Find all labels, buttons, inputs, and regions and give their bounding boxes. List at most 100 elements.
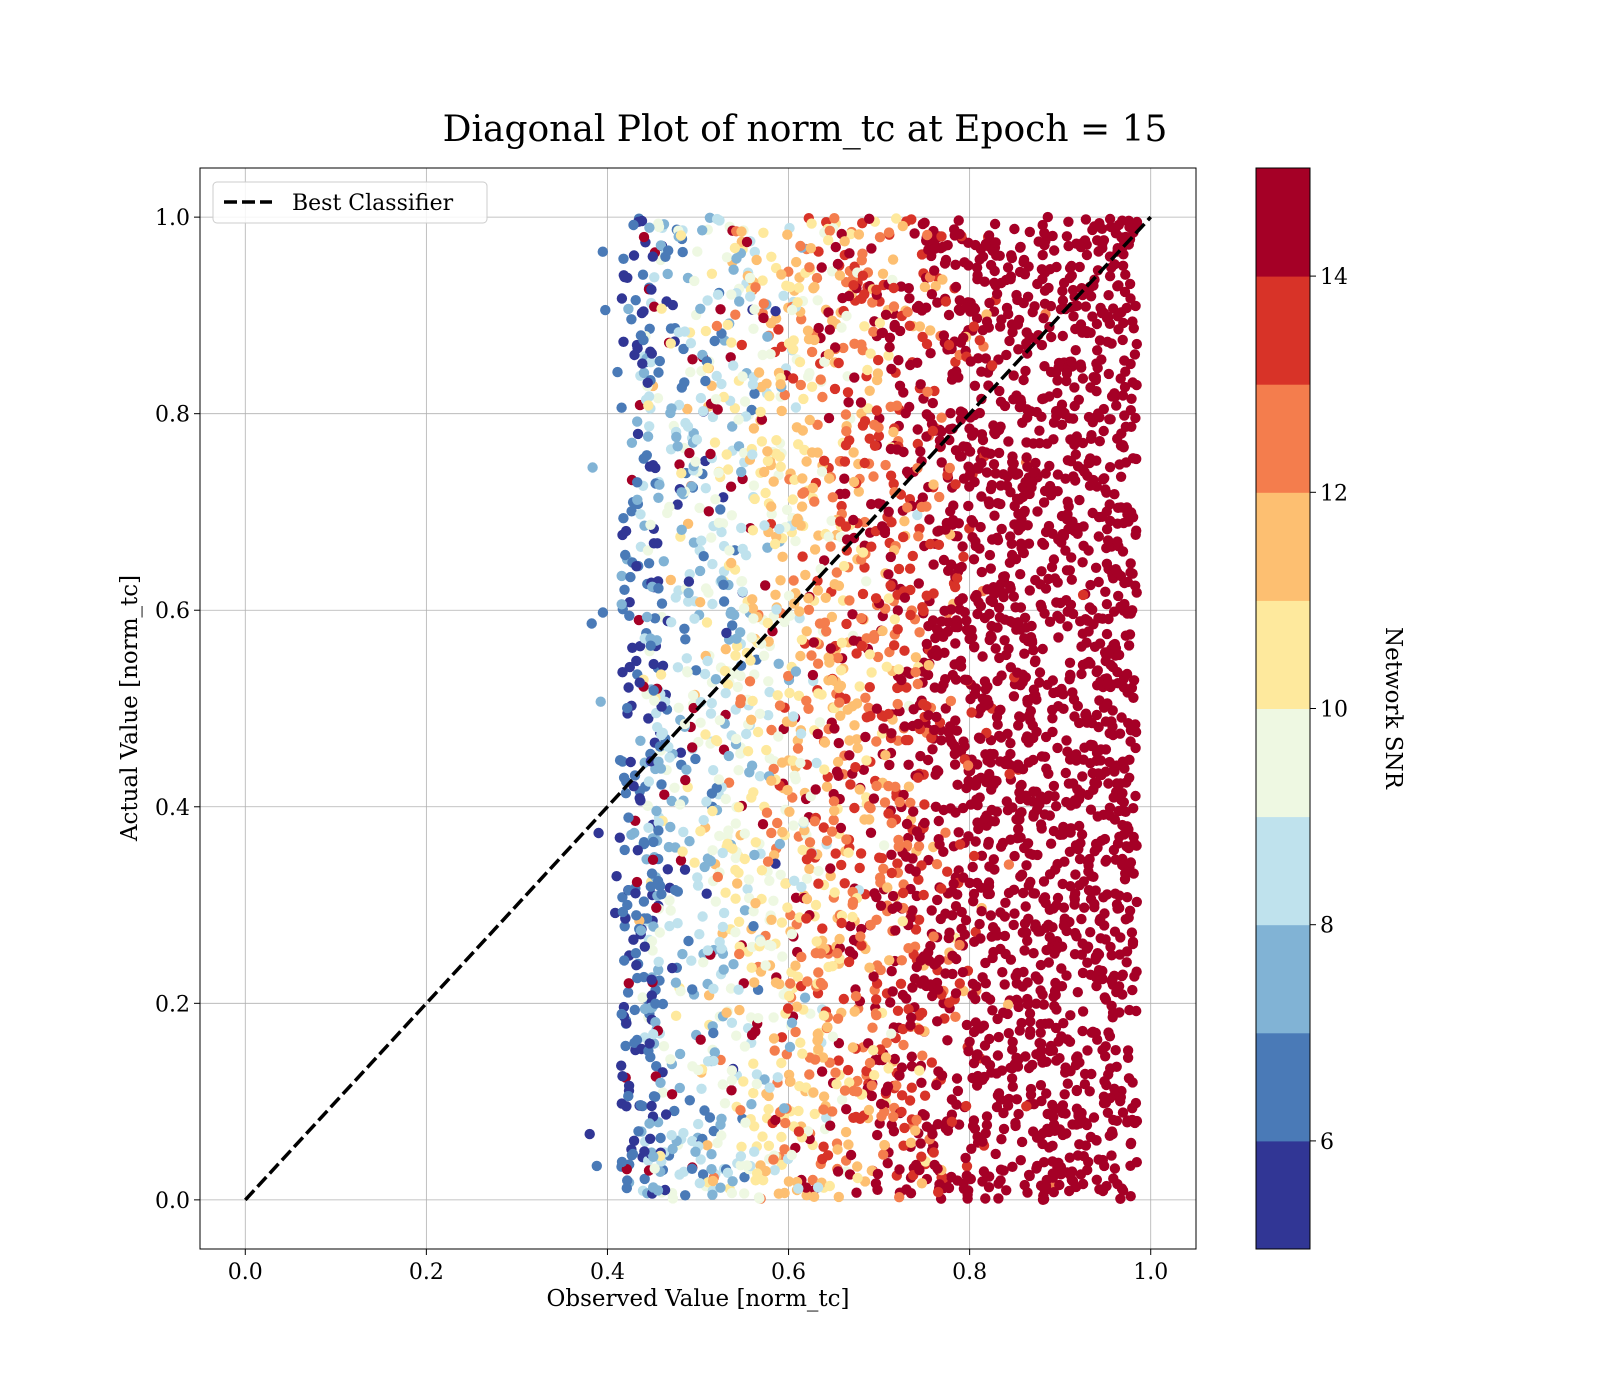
scatter-point: [815, 948, 827, 959]
scatter-point: [1048, 687, 1059, 699]
scatter-point: [730, 309, 741, 320]
scatter-point: [1014, 1025, 1025, 1036]
scatter-point: [891, 400, 903, 411]
scatter-point: [812, 728, 823, 740]
scatter-point: [844, 735, 855, 746]
scatter-point: [1103, 648, 1114, 660]
scatter-point: [753, 367, 765, 378]
scatter-point: [881, 1037, 892, 1049]
scatter-point: [816, 262, 827, 273]
scatter-point: [996, 523, 1007, 535]
scatter-point: [1069, 899, 1080, 910]
scatter-point: [644, 1038, 655, 1049]
x-axis-label: Observed Value [norm_tc]: [547, 1286, 850, 1312]
scatter-point: [1017, 491, 1029, 503]
scatter-point: [845, 228, 856, 240]
scatter-point: [983, 496, 994, 507]
scatter-point: [718, 391, 729, 403]
scatter-point: [1119, 286, 1131, 298]
scatter-point: [926, 1057, 937, 1068]
scatter-point: [654, 927, 665, 938]
scatter-point: [996, 1134, 1007, 1145]
scatter-point: [861, 1065, 872, 1077]
scatter-point: [1101, 599, 1113, 610]
scatter-point: [843, 397, 854, 408]
scatter-point: [1103, 1027, 1114, 1038]
scatter-point: [735, 627, 746, 638]
scatter-point: [877, 268, 889, 279]
scatter-point: [1041, 763, 1052, 774]
scatter-point: [858, 764, 869, 775]
scatter-point: [1081, 249, 1093, 261]
scatter-point: [738, 603, 750, 614]
scatter-point: [893, 563, 905, 575]
scatter-point: [1125, 1191, 1136, 1202]
scatter-point: [1054, 1179, 1065, 1191]
scatter-point: [969, 304, 981, 315]
scatter-point: [647, 854, 659, 865]
scatter-point: [755, 1160, 766, 1171]
scatter-point: [1113, 805, 1125, 817]
scatter-point: [1125, 558, 1136, 569]
scatter-point: [635, 1100, 646, 1111]
scatter-point: [993, 1193, 1004, 1204]
scatter-point: [699, 861, 710, 873]
scatter-point: [1061, 970, 1072, 981]
scatter-point: [771, 604, 782, 615]
scatter-point: [917, 218, 928, 230]
scatter-point: [768, 763, 779, 775]
scatter-point: [956, 451, 967, 462]
scatter-point: [785, 978, 796, 989]
scatter-point: [649, 613, 661, 624]
scatter-point: [597, 246, 608, 257]
scatter-point: [1011, 624, 1022, 635]
scatter-point: [1098, 425, 1109, 437]
scatter-point: [980, 238, 992, 250]
scatter-point: [741, 728, 752, 740]
scatter-point: [1047, 922, 1058, 933]
scatter-point: [969, 1123, 981, 1135]
scatter-point: [985, 563, 996, 574]
scatter-point: [892, 901, 903, 912]
scatter-point: [963, 831, 974, 842]
scatter-point: [823, 349, 835, 360]
scatter-point: [856, 640, 867, 651]
scatter-point: [942, 1125, 954, 1137]
scatter-point: [733, 414, 744, 425]
scatter-point: [1056, 981, 1068, 992]
scatter-point: [861, 576, 872, 587]
scatter-point: [950, 1011, 961, 1022]
scatter-point: [974, 335, 985, 346]
scatter-point: [638, 896, 650, 907]
scatter-point: [797, 551, 808, 562]
scatter-point: [619, 921, 630, 932]
scatter-point: [677, 948, 688, 960]
scatter-point: [1085, 453, 1096, 464]
scatter-point: [653, 817, 664, 828]
scatter-point: [676, 524, 687, 535]
scatter-point: [730, 650, 741, 661]
scatter-point: [1100, 856, 1111, 867]
scatter-point: [749, 246, 760, 258]
scatter-point: [1025, 876, 1036, 888]
scatter-point: [1036, 823, 1047, 834]
scatter-point: [718, 596, 730, 607]
scatter-point: [931, 1079, 942, 1091]
scatter-point: [1130, 300, 1141, 312]
scatter-point: [708, 765, 719, 776]
scatter-point: [944, 927, 955, 938]
scatter-point: [667, 299, 678, 311]
scatter-point: [730, 818, 741, 829]
scatter-point: [1057, 285, 1068, 297]
scatter-point: [842, 387, 854, 398]
scatter-point: [991, 288, 1003, 300]
scatter-point: [853, 486, 864, 497]
scatter-point: [648, 538, 660, 549]
scatter-point: [1018, 374, 1029, 386]
scatter-point: [723, 825, 734, 836]
scatter-point: [1121, 668, 1133, 680]
scatter-point: [1019, 648, 1030, 659]
scatter-point: [816, 689, 827, 700]
scatter-point: [831, 1079, 842, 1090]
scatter-point: [786, 929, 798, 940]
